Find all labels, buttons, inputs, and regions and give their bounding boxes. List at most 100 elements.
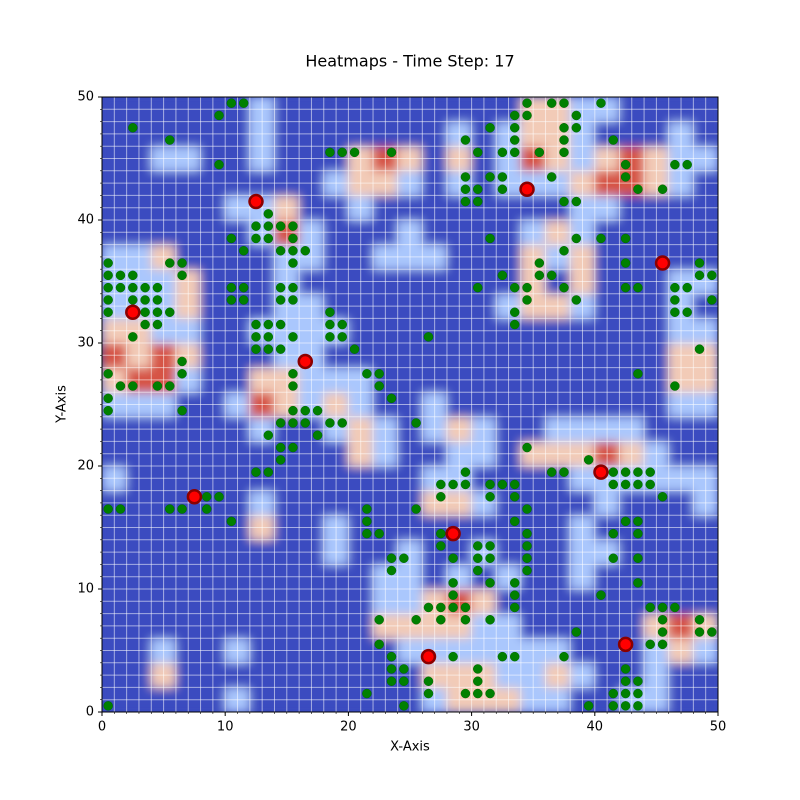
- resource-point: [423, 602, 434, 613]
- agent-point: [186, 489, 203, 505]
- resource-point: [214, 110, 224, 121]
- resource-point: [657, 615, 668, 625]
- resource-point: [559, 651, 569, 662]
- resource-point: [559, 196, 569, 207]
- resource-point: [571, 123, 582, 133]
- resource-point: [226, 282, 237, 293]
- resource-point: [337, 418, 347, 428]
- resource-point: [263, 209, 274, 219]
- resource-point: [460, 196, 471, 207]
- resource-point: [386, 393, 397, 404]
- resource-point: [497, 184, 508, 194]
- resource-point: [128, 381, 138, 391]
- resource-point: [707, 627, 717, 637]
- resource-point: [226, 233, 237, 244]
- resource-point: [300, 246, 311, 256]
- resource-point: [325, 418, 335, 428]
- resource-point: [657, 639, 668, 650]
- resource-point: [473, 147, 483, 158]
- resource-point: [559, 282, 569, 293]
- resource-point: [374, 369, 384, 379]
- resource-point: [165, 135, 175, 145]
- resource-point: [460, 184, 471, 194]
- resource-point: [411, 418, 421, 428]
- resource-point: [509, 282, 520, 293]
- resource-point: [103, 282, 113, 293]
- resource-point: [128, 270, 138, 281]
- resource-point: [312, 430, 323, 440]
- resource-point: [509, 147, 520, 158]
- resource-point: [559, 147, 569, 158]
- resource-point: [485, 615, 495, 625]
- resource-point: [152, 307, 163, 317]
- resource-point: [694, 344, 705, 354]
- resource-point: [522, 565, 532, 576]
- y-tick-label: 10: [77, 582, 94, 597]
- y-tick-label: 0: [86, 705, 94, 720]
- resource-point: [657, 627, 668, 637]
- resource-point: [411, 504, 421, 514]
- resource-point: [522, 528, 532, 539]
- y-tick-label: 40: [77, 213, 94, 228]
- resource-point: [620, 479, 631, 490]
- resource-point: [645, 639, 655, 650]
- resource-point: [596, 233, 606, 244]
- resource-point: [263, 430, 274, 440]
- resource-point: [214, 492, 224, 502]
- resource-point: [473, 282, 483, 293]
- x-tick-label: 50: [710, 720, 727, 735]
- resource-point: [386, 553, 397, 563]
- resource-point: [103, 258, 113, 268]
- resource-point: [473, 184, 483, 194]
- resource-point: [448, 578, 458, 588]
- resource-point: [238, 295, 249, 305]
- resource-point: [152, 282, 163, 293]
- resource-point: [374, 528, 384, 539]
- resource-point: [399, 553, 409, 563]
- resource-point: [152, 319, 163, 330]
- resource-point: [460, 172, 471, 182]
- resource-point: [436, 602, 446, 613]
- resource-point: [140, 282, 150, 293]
- agent-point: [519, 181, 535, 197]
- agent-point: [420, 648, 437, 665]
- resource-point: [288, 332, 298, 342]
- resource-point: [165, 307, 175, 317]
- points: [103, 98, 717, 711]
- resource-point: [608, 528, 619, 539]
- resource-point: [473, 676, 483, 686]
- resource-point: [559, 467, 569, 477]
- resource-point: [608, 688, 619, 699]
- resource-point: [337, 319, 347, 330]
- resource-point: [497, 479, 508, 490]
- resource-point: [620, 701, 631, 711]
- resource-point: [362, 688, 372, 699]
- resource-point: [633, 282, 643, 293]
- resource-point: [608, 479, 619, 490]
- resource-point: [620, 688, 631, 699]
- resource-point: [485, 492, 495, 502]
- resource-point: [251, 233, 261, 244]
- resource-point: [288, 246, 298, 256]
- resource-point: [275, 246, 286, 256]
- resource-point: [275, 295, 286, 305]
- resource-point: [263, 319, 274, 330]
- resource-point: [436, 479, 446, 490]
- x-tick-label: 30: [463, 720, 480, 735]
- resource-point: [620, 172, 631, 182]
- resource-point: [620, 467, 631, 477]
- resource-point: [707, 270, 717, 281]
- resource-point: [620, 664, 631, 674]
- resource-point: [473, 196, 483, 207]
- resource-point: [522, 553, 532, 563]
- resource-point: [103, 393, 113, 404]
- resource-point: [288, 418, 298, 428]
- resource-point: [140, 295, 150, 305]
- resource-point: [633, 369, 643, 379]
- resource-point: [596, 590, 606, 600]
- resource-point: [128, 282, 138, 293]
- resource-point: [522, 442, 532, 453]
- resource-point: [670, 307, 680, 317]
- resource-point: [115, 270, 126, 281]
